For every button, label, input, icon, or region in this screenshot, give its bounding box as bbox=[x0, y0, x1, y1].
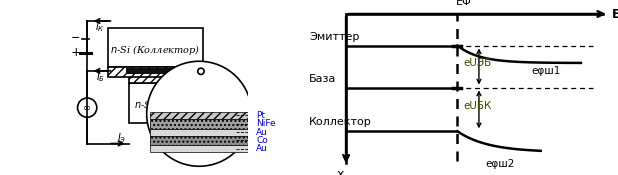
Text: +: + bbox=[70, 46, 81, 59]
Text: $I_Э$: $I_Э$ bbox=[117, 131, 127, 145]
Text: E: E bbox=[612, 8, 618, 20]
Text: $n$-Si (Коллектор): $n$-Si (Коллектор) bbox=[110, 43, 201, 57]
Text: NiFe: NiFe bbox=[256, 119, 276, 128]
Circle shape bbox=[146, 61, 252, 166]
Bar bbox=[150, 145, 248, 152]
Text: Au: Au bbox=[256, 128, 268, 137]
Bar bbox=[129, 83, 196, 122]
Text: −: − bbox=[71, 33, 80, 43]
Text: $I_Б$: $I_Б$ bbox=[96, 70, 105, 84]
Text: $n$-Si (Эм-р): $n$-Si (Эм-р) bbox=[134, 98, 191, 112]
Text: EΦ: EΦ bbox=[455, 0, 472, 7]
Bar bbox=[150, 136, 248, 145]
Bar bbox=[150, 129, 248, 136]
Text: Коллектор: Коллектор bbox=[309, 117, 372, 127]
Bar bbox=[129, 74, 196, 83]
Text: База: База bbox=[309, 74, 336, 84]
Bar bbox=[125, 68, 199, 74]
Bar bbox=[108, 28, 203, 67]
Text: eφш2: eφш2 bbox=[485, 159, 515, 169]
Text: Эмиттер: Эмиттер bbox=[309, 32, 360, 42]
Text: $I_К$: $I_К$ bbox=[95, 20, 105, 34]
Bar bbox=[150, 112, 248, 119]
Text: eφш1: eφш1 bbox=[531, 66, 561, 76]
Text: x: x bbox=[336, 168, 344, 175]
Text: Co: Co bbox=[256, 136, 268, 145]
Bar bbox=[108, 67, 203, 77]
Text: eUЭБ: eUЭБ bbox=[464, 58, 492, 68]
Circle shape bbox=[198, 68, 204, 75]
Bar bbox=[150, 119, 248, 129]
Text: eUБК: eUБК bbox=[464, 101, 492, 111]
Text: Au: Au bbox=[256, 144, 268, 153]
Text: Pt: Pt bbox=[256, 111, 265, 120]
Text: ∞: ∞ bbox=[83, 103, 91, 113]
